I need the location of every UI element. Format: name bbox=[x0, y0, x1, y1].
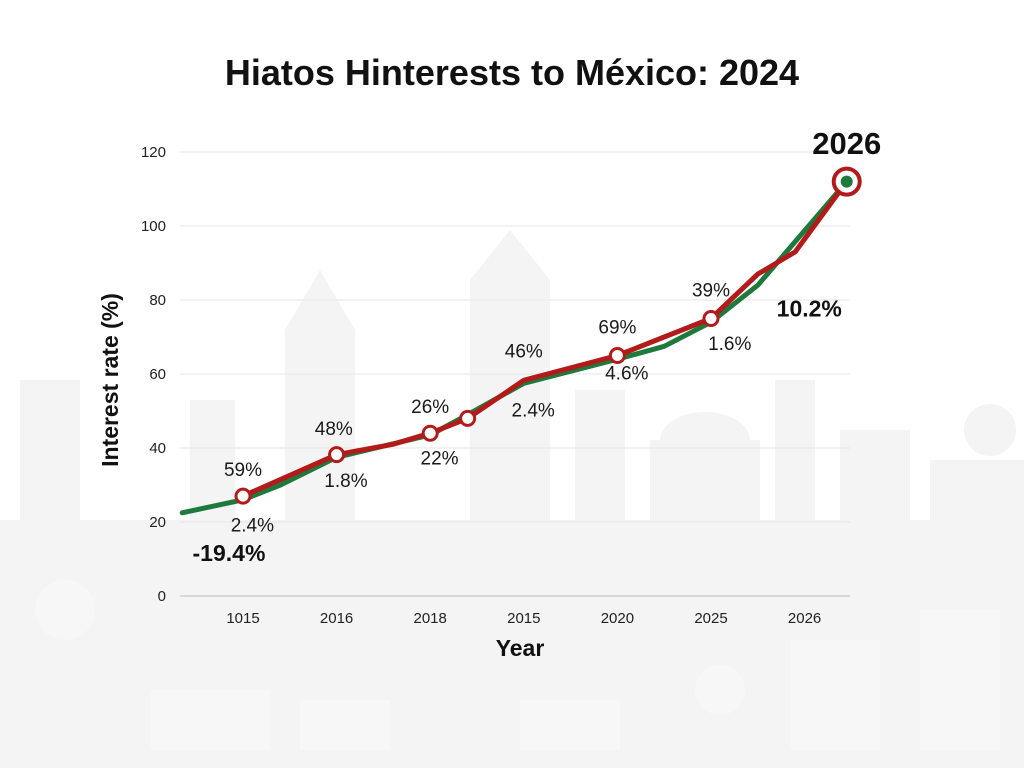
y-tick-label: 60 bbox=[149, 366, 166, 383]
red-series-line bbox=[240, 179, 850, 499]
endpoint-label: 2026 bbox=[812, 126, 881, 161]
data-label: 2.4% bbox=[512, 401, 555, 422]
y-tick-label: 0 bbox=[158, 588, 166, 605]
end-marker-inner bbox=[838, 173, 855, 190]
x-tick-label: 2016 bbox=[320, 610, 353, 627]
data-label: 48% bbox=[315, 419, 353, 440]
x-axis-label: Year bbox=[496, 635, 545, 661]
chart-title: Hiatos Hinterests to México: 2024 bbox=[224, 52, 800, 93]
data-point-marker bbox=[702, 310, 720, 327]
data-label: -19.4% bbox=[193, 540, 266, 566]
y-tick-label: 80 bbox=[149, 292, 166, 309]
data-label: 22% bbox=[421, 449, 459, 470]
x-tick-label: 1015 bbox=[226, 610, 259, 627]
y-tick-label: 40 bbox=[149, 440, 166, 457]
data-point-marker bbox=[421, 424, 439, 442]
data-label: 46% bbox=[505, 341, 543, 362]
data-point-marker bbox=[234, 487, 252, 505]
data-markers bbox=[234, 166, 862, 505]
data-labels: 59% 2.4% -19.4% 48% 1.8% 26% 22% 46% 2.4% 69% 4.6%… bbox=[193, 126, 882, 566]
data-label: 10.2% bbox=[777, 296, 842, 322]
data-label: 26% bbox=[411, 397, 449, 418]
data-label: 4.6% bbox=[605, 364, 648, 385]
data-label: 1.6% bbox=[708, 334, 751, 355]
x-tick-label: 2026 bbox=[788, 610, 821, 627]
y-axis-ticks: 0 20 40 60 80 100 120 bbox=[141, 144, 166, 605]
y-tick-label: 100 bbox=[141, 218, 166, 235]
data-point-marker bbox=[459, 409, 477, 427]
y-tick-label: 20 bbox=[149, 514, 166, 531]
data-label: 2.4% bbox=[231, 515, 274, 536]
data-label: 69% bbox=[598, 317, 636, 338]
y-axis-label: Interest rate (%) bbox=[97, 293, 123, 467]
x-tick-label: 2018 bbox=[414, 610, 447, 627]
x-tick-label: 2025 bbox=[694, 610, 727, 627]
data-label: 1.8% bbox=[324, 471, 367, 492]
data-point-marker bbox=[328, 446, 346, 464]
data-point-marker bbox=[608, 347, 626, 364]
x-axis-ticks: 1015 2016 2018 2015 2020 2025 2026 bbox=[226, 610, 821, 627]
data-label: 59% bbox=[224, 460, 262, 481]
data-label: 39% bbox=[692, 280, 730, 301]
grid-lines bbox=[180, 151, 850, 523]
x-tick-label: 2015 bbox=[507, 610, 540, 627]
y-tick-label: 120 bbox=[141, 144, 166, 161]
x-tick-label: 2020 bbox=[601, 610, 634, 627]
